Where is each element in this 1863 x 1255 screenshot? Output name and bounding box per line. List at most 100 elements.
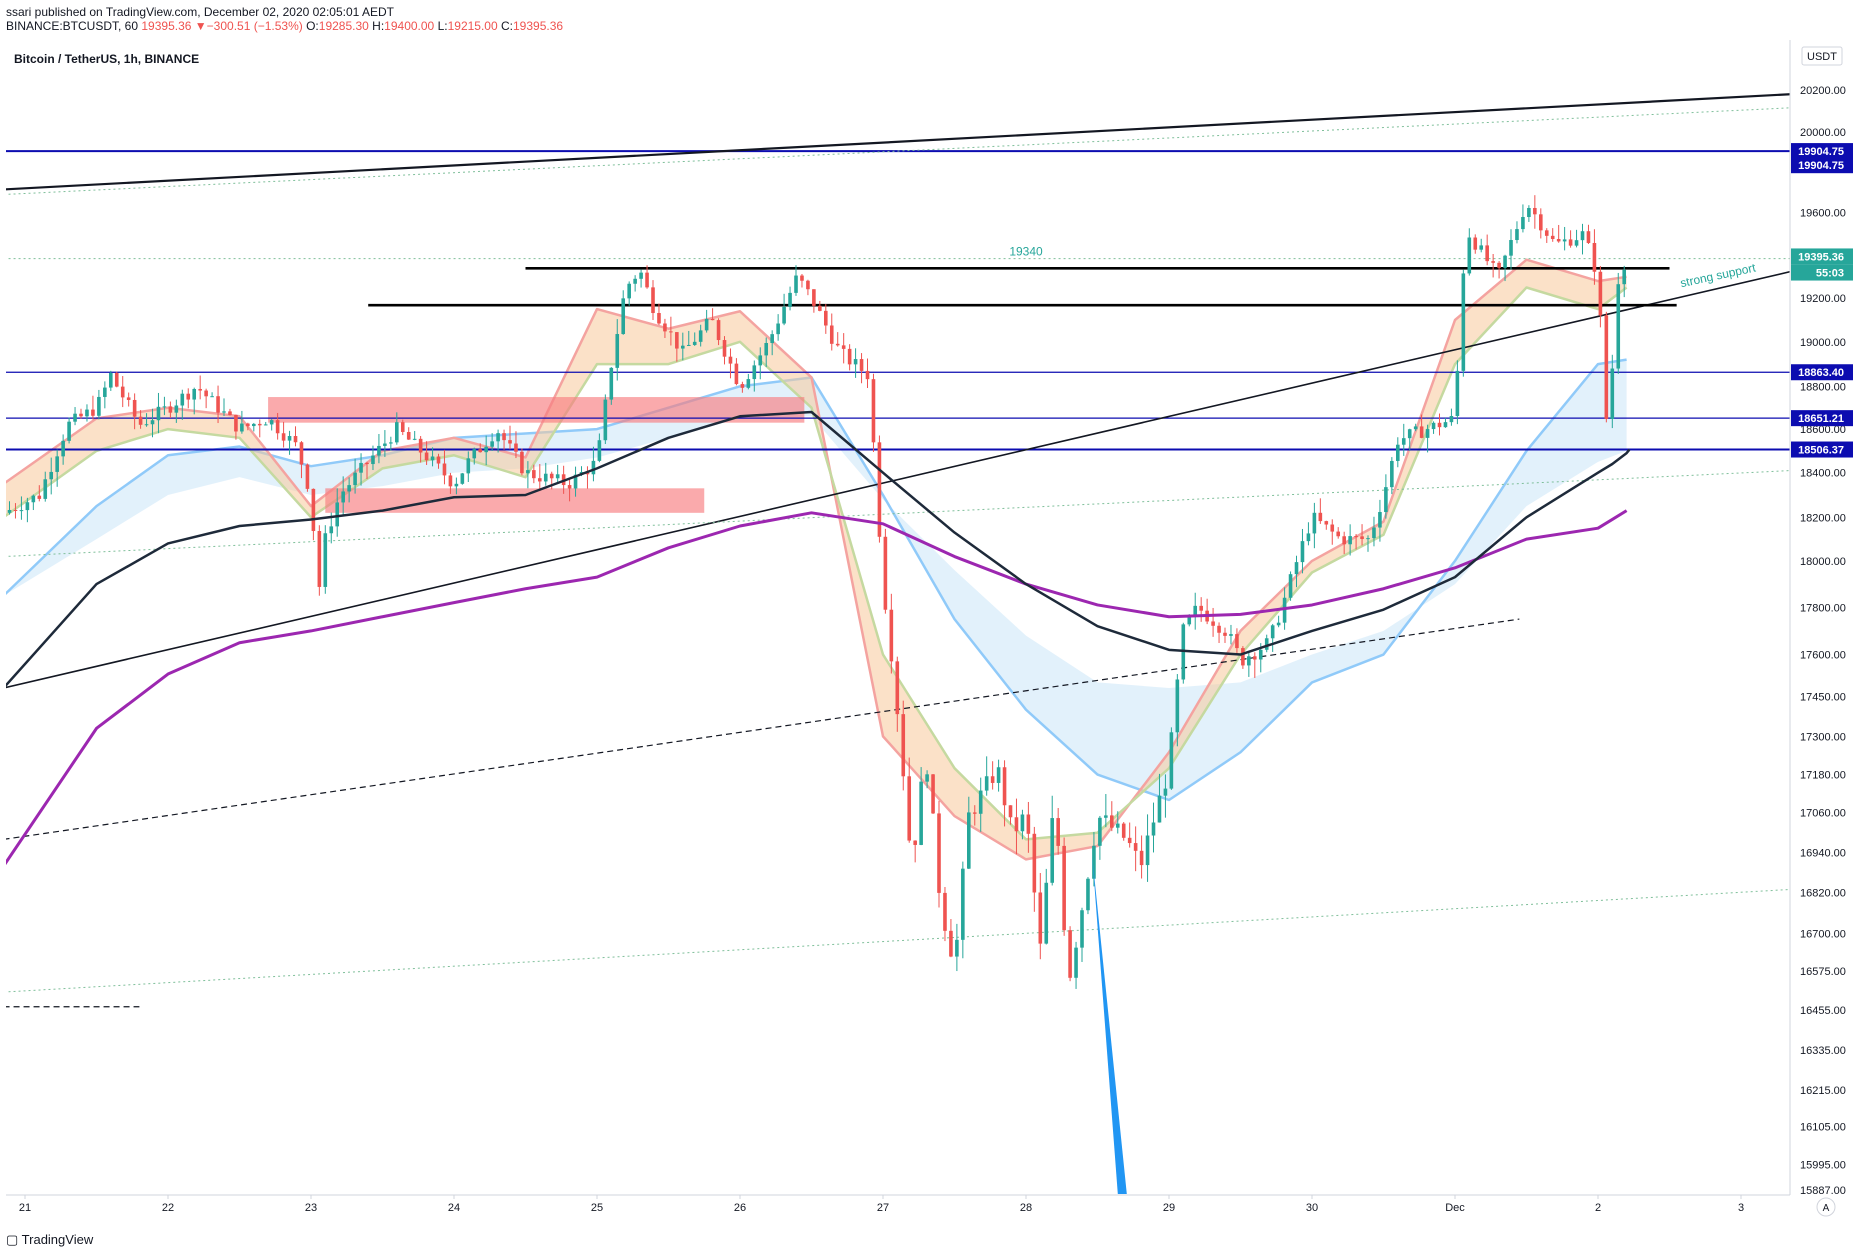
candle [1169,727,1174,790]
ema-cloud-orange [6,259,1627,860]
candle [222,398,226,417]
candle [829,313,834,351]
candle-body [931,774,935,814]
candle-body [67,421,71,441]
candle [675,332,679,362]
candle [210,392,214,398]
candle-body [877,442,882,537]
candle-body [740,384,745,388]
candle-body [865,370,870,380]
candle-body [1175,679,1180,733]
candle [686,330,691,346]
candle-body [257,423,262,426]
candle-body [907,776,912,841]
candle [1515,221,1519,244]
candle [424,441,429,465]
candle [996,759,1001,792]
candle-body [186,393,191,400]
candle-body [555,474,560,479]
candle [1473,234,1478,254]
candle [85,404,89,422]
candle [257,419,262,438]
candle [532,464,536,484]
candle-body [621,298,626,335]
candle [883,528,888,614]
candle-body [1497,262,1501,268]
candle-body [365,462,369,465]
candle [1437,413,1442,436]
candle-body [240,423,244,432]
candle-body [704,318,709,331]
candle [1014,798,1019,855]
candle [1276,615,1281,628]
candle [1580,223,1585,255]
candle [1306,522,1311,546]
candle [990,761,995,790]
high-label: H: [372,19,385,33]
candle-body [1491,261,1495,263]
price-tag-box [1791,364,1853,381]
x-tick-label: 30 [1306,1202,1318,1214]
candle-body [859,359,864,371]
candle [1461,269,1466,377]
candle [1199,597,1203,622]
candle-body [37,495,42,499]
candle [508,425,512,450]
candle-body [174,405,179,413]
trendline-1 [6,270,1790,689]
candle [925,770,929,789]
candle-body [1080,910,1084,948]
candle-body [978,790,983,814]
candle-body [847,348,852,365]
candle-body [1467,237,1472,274]
candle [246,422,250,431]
candle-body [1241,648,1245,666]
candle-body [49,471,54,480]
candle [192,387,197,415]
candle-body [752,365,757,380]
candle-body [609,367,614,400]
annotation-label: 19340 [1009,245,1043,259]
candle [168,401,173,419]
candle [1527,205,1531,222]
candle [1449,408,1454,426]
candle-body [114,372,119,387]
candle [1384,474,1388,519]
candle [633,275,637,292]
candle-body [818,305,822,311]
y-tick-label: 18600.00 [1800,424,1846,436]
candle [1121,822,1126,841]
candle [1056,808,1060,855]
candle-body [109,372,113,388]
candle [853,348,858,378]
y-tick-label: 19600.00 [1800,208,1846,220]
candle-body [1169,732,1174,789]
candle-body [1020,814,1025,832]
candle-body [776,323,780,335]
candle [1568,230,1573,248]
candle [1032,826,1037,912]
candle-body [1288,574,1293,598]
candle [1062,837,1066,936]
candle-body [1515,229,1519,241]
candle [955,923,959,972]
candle [1253,652,1257,678]
candle [526,461,530,489]
candle-body [1258,649,1263,660]
candle [371,445,375,471]
candle [818,300,822,312]
candle-body [371,455,375,465]
candle [49,457,54,495]
candle-body [603,399,608,441]
candle [341,476,345,517]
candle-body [1378,512,1382,528]
candle [1086,877,1090,915]
candle-body [73,413,77,422]
candle-body [627,283,631,299]
candle-body [323,533,328,587]
price-change: ▼−300.51 (−1.53%) [194,19,303,33]
candle-body [698,330,703,342]
price-tag-box [1791,143,1853,160]
candle [615,319,620,381]
